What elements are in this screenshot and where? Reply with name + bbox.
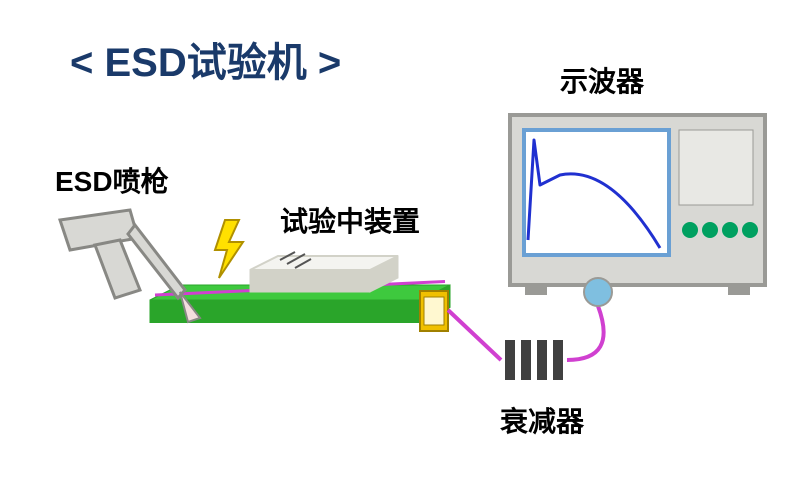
oscilloscope-icon: [510, 115, 765, 306]
connector: [420, 291, 448, 331]
attenuator-icon: [505, 340, 563, 380]
diagram-canvas: [0, 0, 800, 500]
bolt-icon: [215, 220, 243, 278]
chip: [250, 252, 398, 292]
